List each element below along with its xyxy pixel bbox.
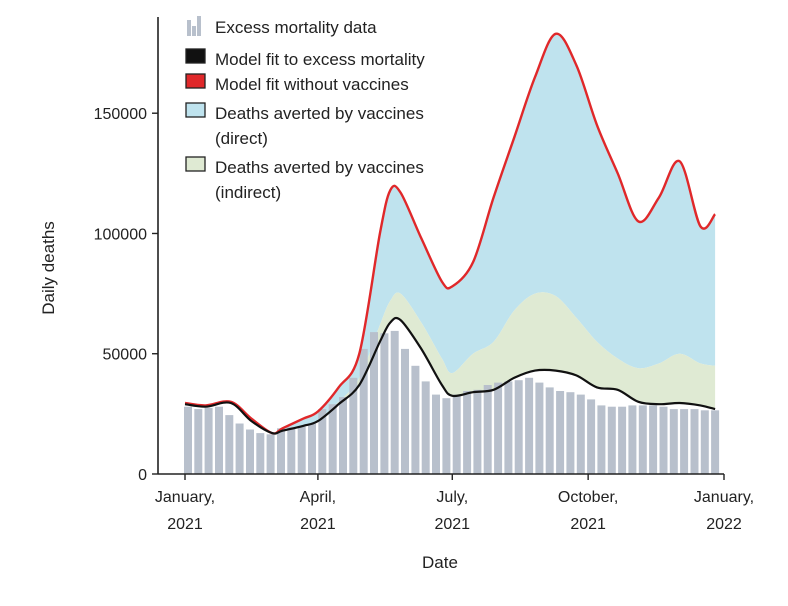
bar-layer — [184, 330, 720, 474]
excess-mortality-bar — [194, 409, 203, 474]
legend-swatch-bar — [197, 16, 201, 36]
y-tick-label: 100000 — [94, 226, 147, 243]
excess-mortality-bar — [473, 389, 482, 474]
excess-mortality-bar — [256, 433, 265, 474]
legend-item-fit: Model fit to excess mortality — [185, 48, 425, 69]
legend-swatch — [185, 73, 206, 89]
excess-mortality-bar — [618, 406, 627, 474]
excess-mortality-bar — [184, 406, 192, 474]
excess-mortality-bar — [339, 397, 347, 474]
y-tick-label: 50000 — [103, 347, 148, 364]
x-tick-label-line1: July, — [436, 489, 468, 506]
legend-swatch — [185, 48, 206, 64]
excess-mortality-bar — [700, 410, 709, 474]
excess-mortality-bar — [566, 392, 575, 474]
excess-mortality-bar — [421, 381, 430, 474]
legend-swatch-bar — [192, 26, 196, 36]
excess-mortality-bar — [204, 407, 213, 474]
x-tick-label-line2: 2021 — [570, 516, 606, 533]
excess-mortality-bar — [349, 377, 358, 474]
legend-label: Model fit to excess mortality — [215, 50, 425, 69]
excess-mortality-bar — [359, 348, 368, 474]
area-layer — [185, 33, 716, 434]
excess-mortality-bar — [535, 382, 544, 474]
indirect-averted-area — [185, 292, 716, 434]
excess-mortality-bar — [297, 425, 306, 474]
legend-label: (direct) — [215, 129, 268, 148]
legend-item-excess: Excess mortality data — [187, 16, 377, 37]
x-tick-label-line1: January, — [694, 489, 754, 506]
x-tick-label-line2: 2021 — [300, 516, 336, 533]
excess-mortality-bar — [628, 405, 637, 474]
excess-mortality-bar — [277, 428, 285, 474]
excess-mortality-bar — [494, 382, 503, 474]
y-tick-label: 0 — [138, 467, 147, 484]
y-axis-title: Daily deaths — [39, 221, 58, 315]
excess-mortality-bar — [463, 391, 472, 474]
excess-mortality-bar — [690, 409, 699, 474]
x-tick-label-line1: October, — [558, 489, 618, 506]
legend-label: Deaths averted by vaccines — [215, 158, 424, 177]
x-axis-title: Date — [422, 553, 458, 572]
legend-label: Excess mortality data — [215, 18, 377, 37]
excess-mortality-bar — [390, 330, 399, 474]
excess-mortality-bar — [215, 406, 223, 474]
legend-label: (indirect) — [215, 183, 281, 202]
excess-mortality-bar — [514, 380, 523, 474]
excess-mortality-bar — [659, 406, 668, 474]
model-fit-line — [184, 316, 716, 435]
x-tick-label-line2: 2021 — [434, 516, 470, 533]
excess-mortality-bar — [266, 434, 275, 474]
excess-mortality-bar — [380, 333, 389, 474]
x-tick-label-line2: 2022 — [706, 516, 742, 533]
excess-mortality-bar — [287, 427, 296, 474]
excess-mortality-bar — [607, 406, 616, 474]
excess-mortality-bar — [452, 394, 461, 474]
direct-averted-area — [185, 33, 716, 434]
legend-label: Deaths averted by vaccines — [215, 104, 424, 123]
x-tick-label-line1: January, — [155, 489, 215, 506]
excess-mortality-bar — [504, 381, 513, 474]
excess-mortality-bar — [442, 398, 451, 474]
excess-mortality-bar — [308, 423, 316, 474]
excess-mortality-bar — [649, 405, 658, 474]
excess-mortality-bar — [432, 394, 440, 474]
legend-swatch — [185, 156, 206, 172]
y-tick-label: 150000 — [94, 106, 147, 123]
excess-mortality-bar — [401, 348, 409, 474]
excess-mortality-bar — [525, 377, 534, 474]
legend-swatch — [185, 102, 206, 118]
excess-mortality-bar — [370, 332, 378, 474]
excess-mortality-bar — [246, 429, 254, 474]
excess-mortality-bar — [711, 410, 720, 474]
axes: 0 50000 100000 150000 January, 2021 April, 2021… — [94, 17, 754, 533]
excess-mortality-bar — [556, 391, 565, 474]
excess-mortality-bar — [411, 365, 420, 474]
legend-swatch-bar — [187, 20, 191, 36]
excess-mortality-bar — [328, 404, 337, 474]
legend: Excess mortality data Model fit to excess… — [185, 16, 425, 202]
excess-mortality-bar — [235, 423, 244, 474]
x-tick-label-line2: 2021 — [167, 516, 203, 533]
legend-item-novax: Model fit without vaccines — [185, 73, 409, 94]
line-layer — [184, 32, 717, 435]
excess-mortality-bar — [576, 394, 585, 474]
excess-mortality-bar — [638, 405, 647, 474]
excess-mortality-bar — [669, 409, 678, 474]
excess-mortality-bar — [680, 409, 689, 474]
legend-label: Model fit without vaccines — [215, 75, 409, 94]
excess-mortality-bar — [545, 387, 554, 474]
excess-mortality-bar — [225, 415, 234, 474]
legend-item-indirect: Deaths averted by vaccines (indirect) — [185, 156, 424, 202]
no-vaccine-fit-line — [184, 32, 717, 435]
x-tick-label-line1: April, — [300, 489, 336, 506]
excess-mortality-bar — [318, 409, 327, 474]
legend-item-direct: Deaths averted by vaccines (direct) — [185, 102, 424, 148]
excess-mortality-bar — [483, 385, 492, 474]
excess-mortality-bar — [587, 399, 596, 474]
excess-mortality-bar — [597, 405, 606, 474]
